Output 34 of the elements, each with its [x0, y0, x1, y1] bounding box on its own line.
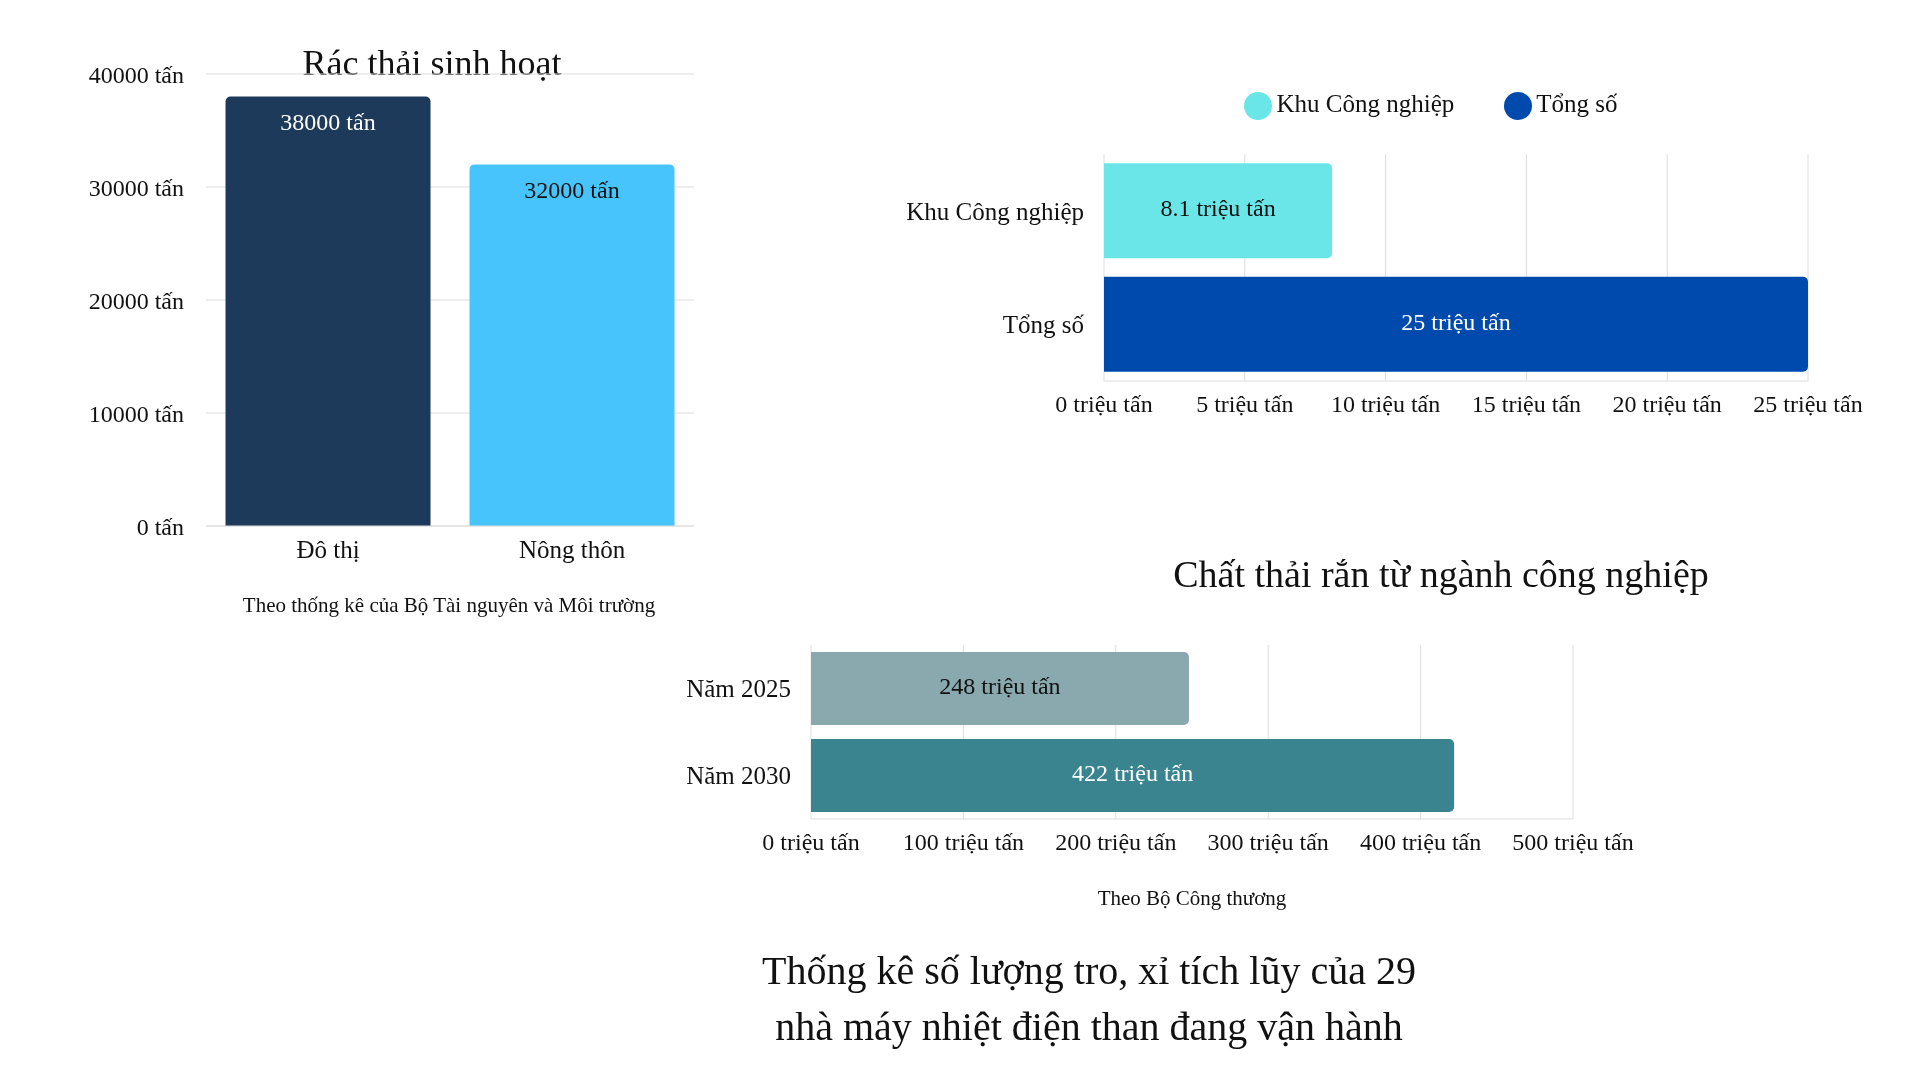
x-tick-label: 400 triệu tấn	[1359, 829, 1482, 856]
text: Chất thải rắn từ ngành công nghiệp	[1172, 552, 1710, 597]
text: Theo Bộ Công thương	[1096, 886, 1288, 911]
x-tick-label: 200 triệu tấn	[1055, 829, 1177, 856]
data-label: 422 triệu tấn	[1071, 759, 1194, 786]
text: Theo thống kê của Bộ Tài nguyên và Môi trường	[241, 593, 657, 618]
x-tick-label: 0 triệu tấn	[1055, 391, 1153, 418]
y-tick-label: 40000 tấn	[88, 61, 184, 88]
y-tick-label: 30000 tấn	[88, 174, 184, 201]
data-label: 32000 tấn	[524, 176, 620, 203]
legend-label: Tổng số	[1536, 90, 1618, 117]
chart-title: Rác thải sinh hoạt	[302, 43, 562, 83]
x-tick-label: Đô thị	[296, 535, 360, 563]
data-label: 248 triệu tấn	[939, 672, 1061, 699]
x-tick-label: 10 triệu tấn	[1330, 391, 1441, 418]
x-tick-label: 20 triệu tấn	[1612, 391, 1722, 418]
y-tick-label: 20000 tấn	[88, 287, 184, 314]
y-tick-label: Năm 2025	[686, 675, 791, 703]
y-tick-label: 0 tấn	[136, 513, 184, 540]
data-label: 38000 tấn	[280, 109, 376, 136]
y-tick-label: 10000 tấn	[88, 400, 184, 427]
x-tick-label: 5 triệu tấn	[1196, 391, 1294, 418]
legend-label: Khu Công nghiệp	[1276, 90, 1455, 117]
text: Thống kê số lượng tro, xỉ tích lũy của 29 nhà máy nhiệt điện than đang vận hành	[761, 947, 1417, 1051]
x-tick-label: 15 triệu tấn	[1471, 391, 1582, 418]
x-tick-label: 300 triệu tấn	[1207, 829, 1329, 856]
x-tick-label: 0 triệu tấn	[762, 829, 860, 856]
data-label: 8.1 triệu tấn	[1160, 195, 1276, 222]
x-tick-label: 500 triệu tấn	[1512, 829, 1634, 856]
x-tick-label: Nông thôn	[518, 535, 626, 563]
y-tick-label: Năm 2030	[686, 762, 791, 790]
x-tick-label: 25 triệu tấn	[1753, 391, 1863, 418]
data-label: 25 triệu tấn	[1401, 308, 1511, 335]
x-tick-label: 100 triệu tấn	[902, 829, 1025, 856]
